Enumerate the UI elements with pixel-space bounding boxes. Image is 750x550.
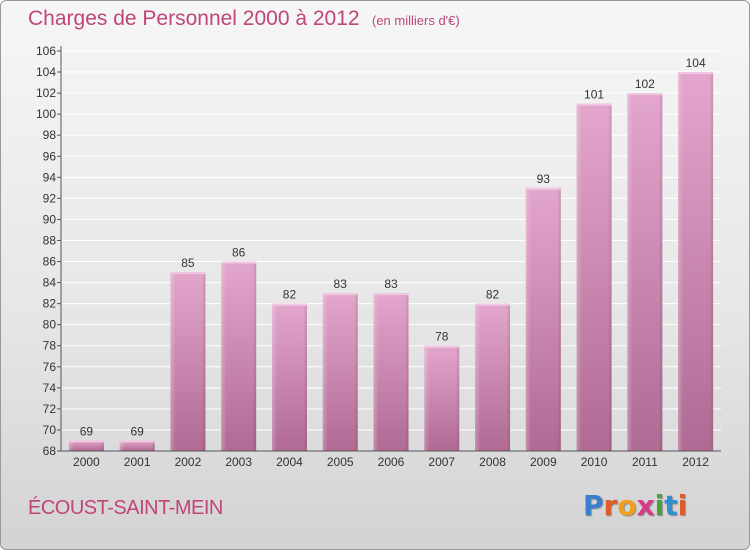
x-tick-label: 2005	[327, 455, 354, 469]
x-tick-label: 2008	[479, 455, 506, 469]
y-tick-label: 94	[43, 170, 57, 184]
y-tick-label: 70	[43, 423, 57, 437]
bar-shade	[424, 345, 460, 451]
y-tick-label: 100	[36, 107, 56, 121]
y-tick-label: 96	[43, 149, 57, 163]
bar-shade	[170, 272, 206, 451]
y-tick-label: 72	[43, 402, 57, 416]
bar-shade	[627, 93, 663, 452]
x-tick-label: 2004	[276, 455, 303, 469]
bar-value-label: 78	[435, 330, 449, 344]
bar-shade	[119, 440, 155, 451]
y-tick-label: 78	[43, 339, 57, 353]
bar-cap	[525, 187, 561, 190]
chart-subtitle: (en milliers d'€)	[372, 13, 460, 28]
bar-value-label: 85	[181, 256, 195, 270]
bar-cap	[424, 345, 460, 348]
bar-value-label: 83	[384, 277, 398, 291]
y-tick-label: 106	[36, 44, 56, 58]
x-tick-label: 2006	[378, 455, 405, 469]
bar-cap	[576, 103, 612, 106]
bar-cap	[68, 440, 104, 443]
y-tick-label: 68	[43, 444, 57, 458]
bar-cap	[119, 440, 155, 443]
bar-value-label: 86	[232, 246, 246, 260]
bar-shade	[221, 261, 257, 451]
bar-cap	[373, 293, 409, 296]
bar-value-label: 104	[686, 56, 706, 70]
logo-letter: i	[677, 489, 688, 522]
x-tick-label: 2001	[124, 455, 151, 469]
x-tick-label: 2010	[581, 455, 608, 469]
y-tick-label: 82	[43, 297, 57, 311]
bar-cap	[627, 93, 663, 96]
x-tick-label: 2011	[632, 455, 658, 469]
bar-shade	[322, 293, 358, 451]
x-tick-label: 2003	[225, 455, 252, 469]
bar-value-label: 102	[635, 77, 655, 91]
logo-letter: t	[664, 489, 678, 522]
bar-shade	[373, 293, 409, 451]
logo-letter: o	[617, 489, 637, 522]
bar-value-label: 93	[537, 172, 551, 186]
bar-cap	[271, 303, 307, 306]
y-tick-label: 88	[43, 233, 57, 247]
logo-letter: i	[654, 489, 665, 522]
proxiti-logo: Proxiti	[583, 489, 687, 522]
x-tick-label: 2009	[530, 455, 557, 469]
bar-value-label: 82	[486, 288, 500, 302]
bar-shade	[475, 303, 511, 451]
y-tick-label: 74	[43, 381, 57, 395]
bar-value-label: 101	[584, 88, 604, 102]
y-tick-label: 102	[36, 86, 56, 100]
bar-shade	[68, 440, 104, 451]
bar-cap	[221, 261, 257, 264]
y-tick-label: 76	[43, 360, 57, 374]
x-tick-label: 2002	[175, 455, 202, 469]
bar-cap	[475, 303, 511, 306]
bar-value-label: 69	[80, 424, 94, 438]
bar-shade	[678, 72, 714, 451]
y-tick-label: 104	[36, 65, 56, 79]
bar-cap	[170, 272, 206, 275]
chart-title: Charges de Personnel 2000 à 2012	[28, 7, 360, 30]
logo-letter: P	[583, 489, 604, 522]
y-tick-label: 86	[43, 255, 57, 269]
bar-cap	[678, 72, 714, 75]
commune-name: ÉCOUST-SAINT-MEIN	[28, 497, 223, 519]
x-tick-label: 2000	[73, 455, 100, 469]
bar-shade	[525, 187, 561, 451]
logo-letter: x	[636, 489, 655, 522]
y-tick-label: 90	[43, 212, 57, 226]
x-tick-label: 2007	[428, 455, 455, 469]
y-tick-label: 92	[43, 191, 57, 205]
y-tick-label: 84	[43, 276, 57, 290]
y-tick-label: 80	[43, 318, 57, 332]
bar-cap	[322, 293, 358, 296]
logo-letter: r	[603, 489, 618, 522]
bar-value-label: 69	[130, 424, 144, 438]
x-tick-label: 2012	[682, 455, 709, 469]
bar-value-label: 82	[283, 288, 297, 302]
y-tick-label: 98	[43, 128, 57, 142]
bar-shade	[271, 303, 307, 451]
bar-value-label: 83	[334, 277, 348, 291]
bar-shade	[576, 103, 612, 451]
